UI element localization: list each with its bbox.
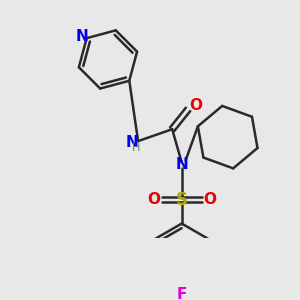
Text: F: F bbox=[176, 286, 187, 300]
Text: O: O bbox=[148, 192, 160, 207]
Text: N: N bbox=[125, 135, 138, 150]
Text: S: S bbox=[176, 191, 188, 209]
Text: N: N bbox=[175, 158, 188, 172]
Text: O: O bbox=[190, 98, 202, 113]
Text: N: N bbox=[76, 29, 88, 44]
Text: H: H bbox=[132, 143, 141, 153]
Text: O: O bbox=[203, 192, 216, 207]
